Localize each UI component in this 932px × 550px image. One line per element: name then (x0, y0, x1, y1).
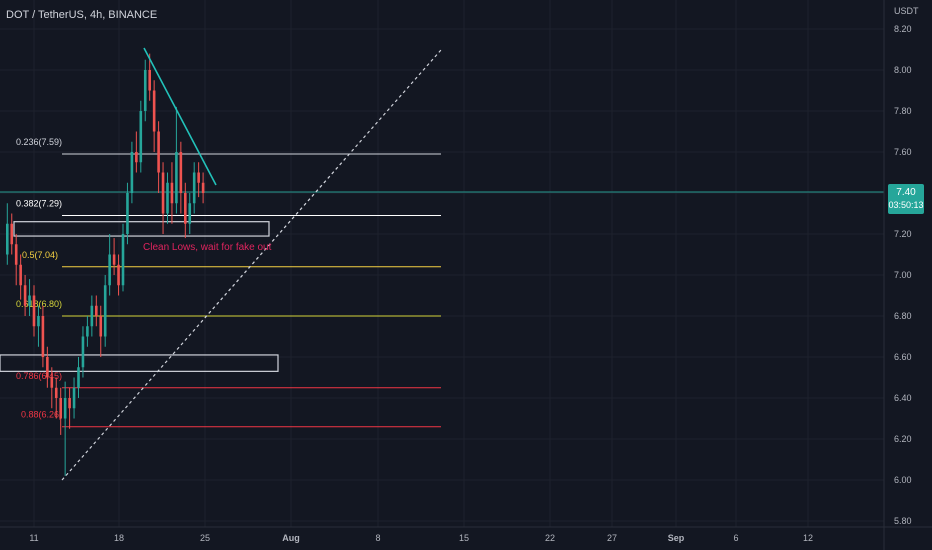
fib-level-label: 0.618(6.80) (16, 299, 62, 309)
price-tick-label: 6.00 (894, 475, 912, 485)
candle-body (23, 285, 27, 306)
candle-body (63, 398, 67, 419)
rectangle-drawings[interactable] (0, 221, 279, 372)
candle-body (99, 316, 103, 337)
candle-body (152, 90, 156, 132)
time-tick-label: 6 (733, 533, 738, 543)
candle-body (41, 316, 45, 357)
candle-body (157, 131, 160, 173)
time-tick-label: Sep (668, 533, 685, 543)
price-axis[interactable]: 8.208.007.807.607.407.207.006.806.606.40… (883, 0, 912, 550)
price-tick-label: 6.80 (894, 311, 912, 321)
candlesticks (6, 53, 205, 476)
candle-body (179, 152, 183, 193)
candle-body (175, 152, 178, 204)
candle-body (50, 377, 54, 388)
candle-body (37, 316, 40, 327)
time-tick-label: 12 (803, 533, 813, 543)
bar-countdown: 03:50:13 (888, 200, 924, 210)
candle-body (148, 70, 151, 91)
candle-body (81, 336, 85, 368)
candle-body (68, 398, 71, 409)
candle-body (170, 182, 174, 204)
last-price-value: 7.40 (896, 187, 916, 198)
candle-body (143, 70, 147, 111)
fib-level-label: 0.786(6.45) (16, 371, 62, 381)
candle-body (108, 254, 111, 286)
candle-body (135, 152, 138, 163)
candle-body (54, 387, 58, 398)
candle-body (117, 264, 120, 286)
price-tick-label: 6.20 (894, 434, 912, 444)
time-tick-label: 11 (29, 533, 38, 543)
candle-body (90, 305, 94, 327)
candle-body (121, 234, 125, 286)
candle-body (46, 357, 49, 378)
last-price-badge: 7.40 03:50:13 (888, 184, 924, 214)
time-tick-label: 27 (607, 533, 617, 543)
candle-body (86, 326, 89, 337)
time-tick-label: 15 (459, 533, 469, 543)
candle-body (126, 193, 129, 234)
candle-body (32, 295, 36, 327)
price-tick-label: 6.40 (894, 393, 912, 403)
grid-lines (0, 0, 884, 527)
time-tick-label: Aug (282, 533, 300, 543)
candle-body (130, 152, 134, 193)
price-tick-label: 7.20 (894, 229, 912, 239)
time-axis[interactable]: 11 18 25 Aug 8 15 22 27 Sep 6 12 (0, 526, 932, 543)
candle-body (201, 182, 205, 193)
candle-body (28, 295, 31, 306)
candle-body (192, 172, 196, 204)
fib-level-label: 0.88(6.26) (21, 410, 62, 420)
axis-unit-label: USDT (894, 6, 919, 16)
candle-body (10, 223, 14, 245)
price-tick-label: 6.60 (894, 352, 912, 362)
candle-body (95, 305, 98, 316)
rectangle-zone[interactable] (0, 354, 279, 372)
time-tick-label: 22 (545, 533, 555, 543)
candle-body (72, 387, 76, 409)
rectangle-zone[interactable] (13, 221, 270, 237)
price-tick-label: 8.00 (894, 65, 912, 75)
candle-body (112, 254, 116, 265)
candle-body (6, 223, 9, 255)
price-tick-label: 8.20 (894, 24, 912, 34)
fib-level-label: 0.382(7.29) (16, 199, 62, 209)
time-tick-label: 25 (200, 533, 210, 543)
fibonacci-levels[interactable]: 0.236(7.59) 0.382(7.29) 0.5(7.04) 0.618(6.8… (16, 137, 441, 428)
trendline-resistance[interactable] (143, 47, 217, 186)
candle-body (103, 285, 107, 337)
candle-body (14, 244, 18, 265)
candle-body (166, 182, 169, 214)
price-tick-label: 7.00 (894, 270, 912, 280)
fib-level-label: 0.5(7.04) (22, 250, 58, 260)
candle-body (161, 172, 165, 214)
candle-body (59, 398, 62, 419)
fib-level-label: 0.236(7.59) (16, 137, 62, 147)
price-tick-label: 5.80 (894, 516, 912, 526)
candle-body (197, 172, 200, 183)
candle-body (19, 264, 22, 286)
candle-body (184, 193, 187, 224)
price-tick-label: 7.80 (894, 106, 912, 116)
price-tick-label: 7.60 (894, 147, 912, 157)
time-tick-label: 8 (375, 533, 380, 543)
symbol-title[interactable]: DOT / TetherUS, 4h, BINANCE (6, 9, 158, 21)
annotation-text[interactable]: Clean Lows, wait for fake out (143, 242, 272, 253)
time-tick-label: 18 (114, 533, 124, 543)
candle-body (188, 203, 192, 224)
candle-body (139, 111, 143, 163)
candle-body (77, 367, 80, 388)
